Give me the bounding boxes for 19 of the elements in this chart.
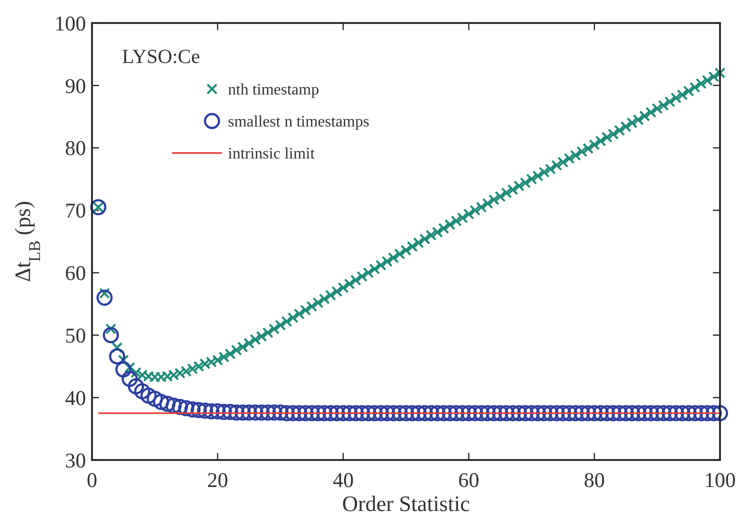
x-tick-label: 100: [704, 468, 736, 492]
y-tick-label: 50: [65, 323, 86, 348]
y-tick-label: 100: [54, 11, 86, 36]
x-tick-label: 40: [332, 468, 354, 492]
legend-label: intrinsic limit: [228, 146, 316, 163]
y-tick-label: 40: [65, 386, 86, 410]
y-tick-label: 80: [65, 136, 86, 160]
y-tick-label: 70: [65, 198, 86, 223]
y-tick-label: 90: [65, 74, 86, 98]
legend-label: smallest n timestamps: [228, 114, 370, 131]
x-tick-label: 80: [584, 468, 605, 492]
x-axis-title: Order Statistic: [342, 491, 470, 516]
legend-title: LYSO:Ce: [122, 46, 200, 68]
x-tick-label: 20: [207, 468, 228, 492]
y-tick-label: 30: [65, 448, 86, 472]
x-tick-label: 0: [86, 468, 98, 492]
x-tick-label: 60: [458, 468, 480, 492]
legend-label: nth timestamp: [228, 82, 320, 99]
y-tick-label: 60: [65, 261, 86, 286]
